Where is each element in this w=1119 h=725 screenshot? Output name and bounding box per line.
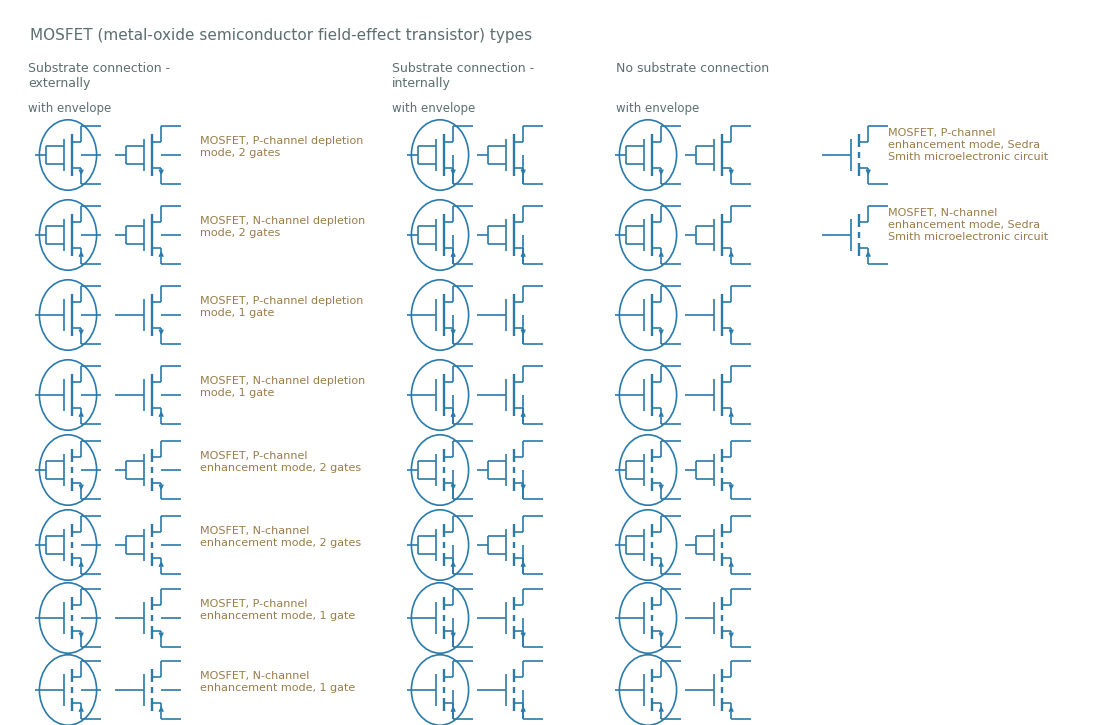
Text: MOSFET, P-channel
enhancement mode, 2 gates: MOSFET, P-channel enhancement mode, 2 ga… — [200, 451, 361, 473]
Text: MOSFET, N-channel
enhancement mode, 1 gate: MOSFET, N-channel enhancement mode, 1 ga… — [200, 671, 355, 693]
Text: with envelope: with envelope — [392, 102, 476, 115]
Text: with envelope: with envelope — [615, 102, 699, 115]
Text: Substrate connection -
internally: Substrate connection - internally — [392, 62, 534, 90]
Text: with envelope: with envelope — [28, 102, 111, 115]
Text: MOSFET, N-channel depletion
mode, 2 gates: MOSFET, N-channel depletion mode, 2 gate… — [200, 216, 365, 238]
Text: MOSFET, P-channel depletion
mode, 2 gates: MOSFET, P-channel depletion mode, 2 gate… — [200, 136, 364, 158]
Text: MOSFET, P-channel depletion
mode, 1 gate: MOSFET, P-channel depletion mode, 1 gate — [200, 297, 364, 318]
Text: MOSFET, N-channel depletion
mode, 1 gate: MOSFET, N-channel depletion mode, 1 gate — [200, 376, 365, 398]
Text: MOSFET, N-channel
enhancement mode, 2 gates: MOSFET, N-channel enhancement mode, 2 ga… — [200, 526, 361, 548]
Text: No substrate connection: No substrate connection — [615, 62, 769, 75]
Text: MOSFET (metal-oxide semiconductor field-effect transistor) types: MOSFET (metal-oxide semiconductor field-… — [30, 28, 533, 43]
Text: MOSFET, P-channel
enhancement mode, Sedra
Smith microelectronic circuit: MOSFET, P-channel enhancement mode, Sedr… — [888, 128, 1049, 162]
Text: Substrate connection -
externally: Substrate connection - externally — [28, 62, 170, 90]
Text: MOSFET, N-channel
enhancement mode, Sedra
Smith microelectronic circuit: MOSFET, N-channel enhancement mode, Sedr… — [888, 208, 1049, 241]
Text: MOSFET, P-channel
enhancement mode, 1 gate: MOSFET, P-channel enhancement mode, 1 ga… — [200, 599, 355, 621]
